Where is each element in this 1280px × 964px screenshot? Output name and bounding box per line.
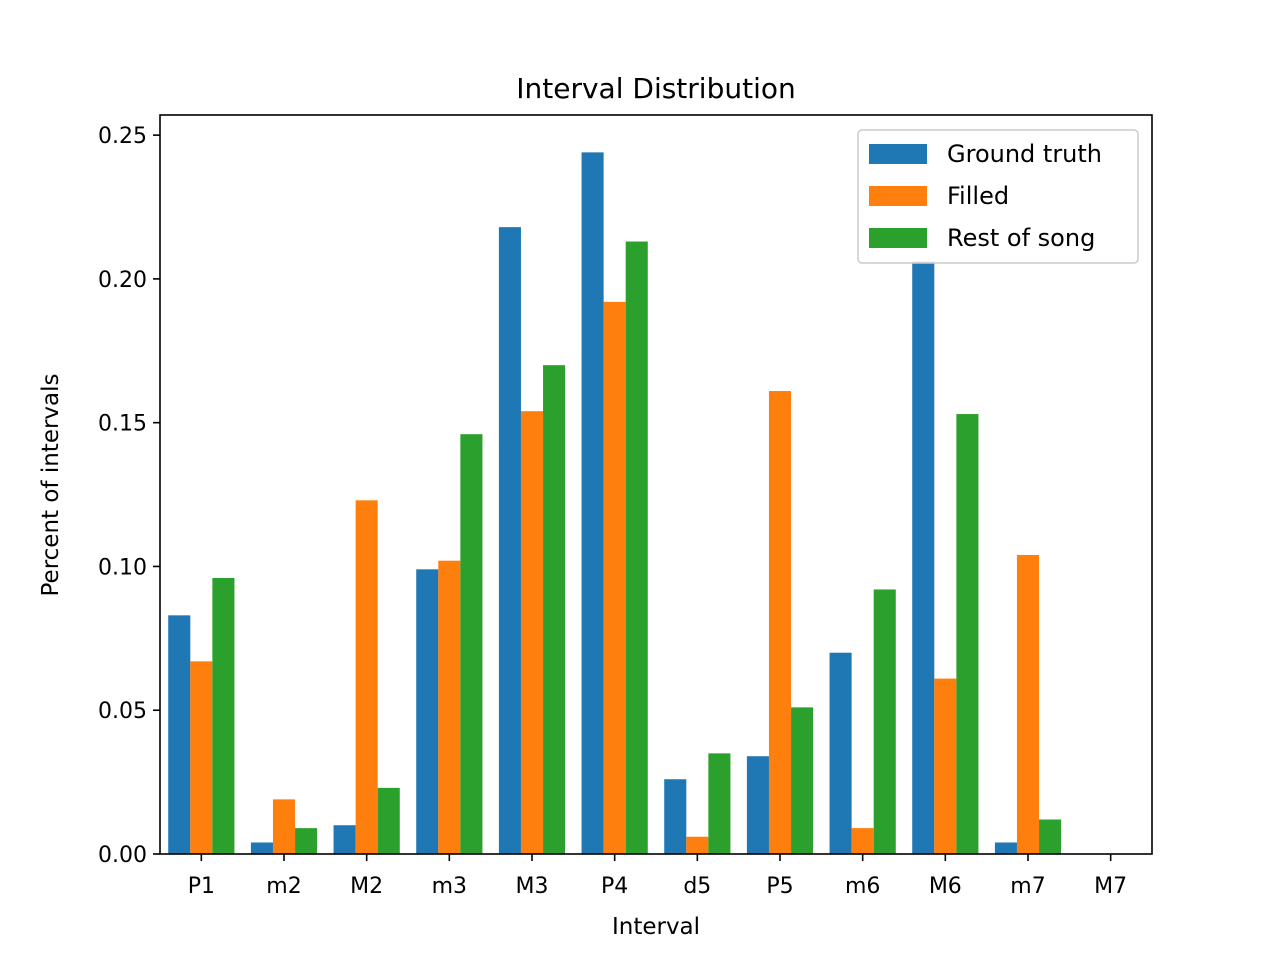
y-tick-label: 0.15 <box>98 412 147 437</box>
bar-d5-series-1 <box>686 836 709 854</box>
x-tick-label: M6 <box>929 874 962 899</box>
series-1 <box>190 301 1040 854</box>
bar-m7-series-0 <box>994 842 1017 854</box>
series-0 <box>168 152 1017 855</box>
bar-M3-series-0 <box>498 227 521 854</box>
x-tick-label: m2 <box>266 874 301 899</box>
bar-m7-series-2 <box>1039 819 1062 854</box>
bar-m2-series-0 <box>250 842 273 854</box>
bar-m2-series-1 <box>272 799 296 854</box>
bar-P5-series-1 <box>768 391 792 854</box>
x-axis-ticks: P1 m2 M2 m3 M3 P4 d5 P5 m6 M6 m7 M7 <box>188 854 1127 899</box>
bar-m7-series-1 <box>1016 554 1040 854</box>
y-tick-label: 0.25 <box>98 124 147 149</box>
x-tick-label: M3 <box>516 874 549 899</box>
x-tick-label: m6 <box>845 874 880 899</box>
bar-P4-series-2 <box>625 241 648 854</box>
x-tick-label: P5 <box>766 874 793 899</box>
bar-P5-series-2 <box>791 707 814 854</box>
bar-M3-series-1 <box>520 411 544 854</box>
bar-m3-series-2 <box>460 434 483 854</box>
y-axis-title: Percent of intervals <box>38 373 64 596</box>
plot-area-frame <box>159 114 1153 855</box>
legend-label: Rest of song <box>947 224 1095 252</box>
bar-P5-series-0 <box>746 756 769 854</box>
x-tick-label: M2 <box>350 874 383 899</box>
legend-label: Ground truth <box>947 140 1102 168</box>
legend-swatch <box>869 228 927 248</box>
bar-M2-series-0 <box>333 825 356 854</box>
bar-M3-series-2 <box>543 365 566 854</box>
bar-M6-series-1 <box>934 678 957 854</box>
bar-M6-series-2 <box>956 414 979 854</box>
bar-P4-series-1 <box>603 301 626 854</box>
legend-label: Filled <box>947 182 1009 210</box>
bar-M6-series-0 <box>912 261 935 855</box>
x-tick-label: d5 <box>683 874 711 899</box>
bar-P4-series-0 <box>581 152 604 854</box>
x-axis-title: Interval <box>612 914 700 940</box>
bar-m2-series-2 <box>295 828 318 854</box>
x-tick-label: M7 <box>1094 874 1127 899</box>
bar-P1-series-0 <box>168 615 191 854</box>
y-tick-label: 0.00 <box>98 843 147 868</box>
bar-m3-series-1 <box>438 560 461 854</box>
bars-layer <box>168 152 1062 855</box>
bar-d5-series-2 <box>708 753 731 854</box>
y-tick-label: 0.20 <box>98 268 147 293</box>
x-tick-label: m7 <box>1010 874 1045 899</box>
bar-m6-series-2 <box>873 589 896 854</box>
series-2 <box>212 241 1062 854</box>
y-tick-label: 0.05 <box>98 699 147 724</box>
bar-P1-series-2 <box>212 577 235 854</box>
x-tick-label: m3 <box>432 874 467 899</box>
x-tick-label: P1 <box>188 874 215 899</box>
bar-d5-series-0 <box>664 779 687 854</box>
bar-m3-series-0 <box>416 569 439 854</box>
bar-m6-series-0 <box>829 652 852 854</box>
legend-box <box>857 129 1139 264</box>
bar-M2-series-2 <box>377 787 400 854</box>
legend: Ground truth Filled Rest of song <box>857 129 1139 264</box>
bar-P1-series-1 <box>190 661 213 854</box>
y-axis-ticks: 0.00 0.05 0.10 0.15 0.20 0.25 <box>98 124 160 868</box>
legend-items: Ground truth Filled Rest of song <box>869 140 1102 252</box>
legend-swatch <box>869 144 927 164</box>
bar-M2-series-1 <box>355 500 378 854</box>
x-tick-label: P4 <box>601 874 628 899</box>
legend-swatch <box>869 186 927 206</box>
bar-m6-series-1 <box>851 828 874 854</box>
y-tick-label: 0.10 <box>98 555 147 580</box>
chart-title: Interval Distribution <box>516 72 795 105</box>
